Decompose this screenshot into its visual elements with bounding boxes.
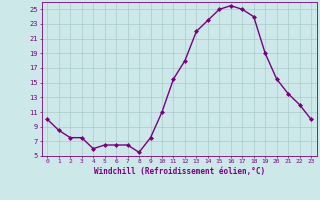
X-axis label: Windchill (Refroidissement éolien,°C): Windchill (Refroidissement éolien,°C) — [94, 167, 265, 176]
